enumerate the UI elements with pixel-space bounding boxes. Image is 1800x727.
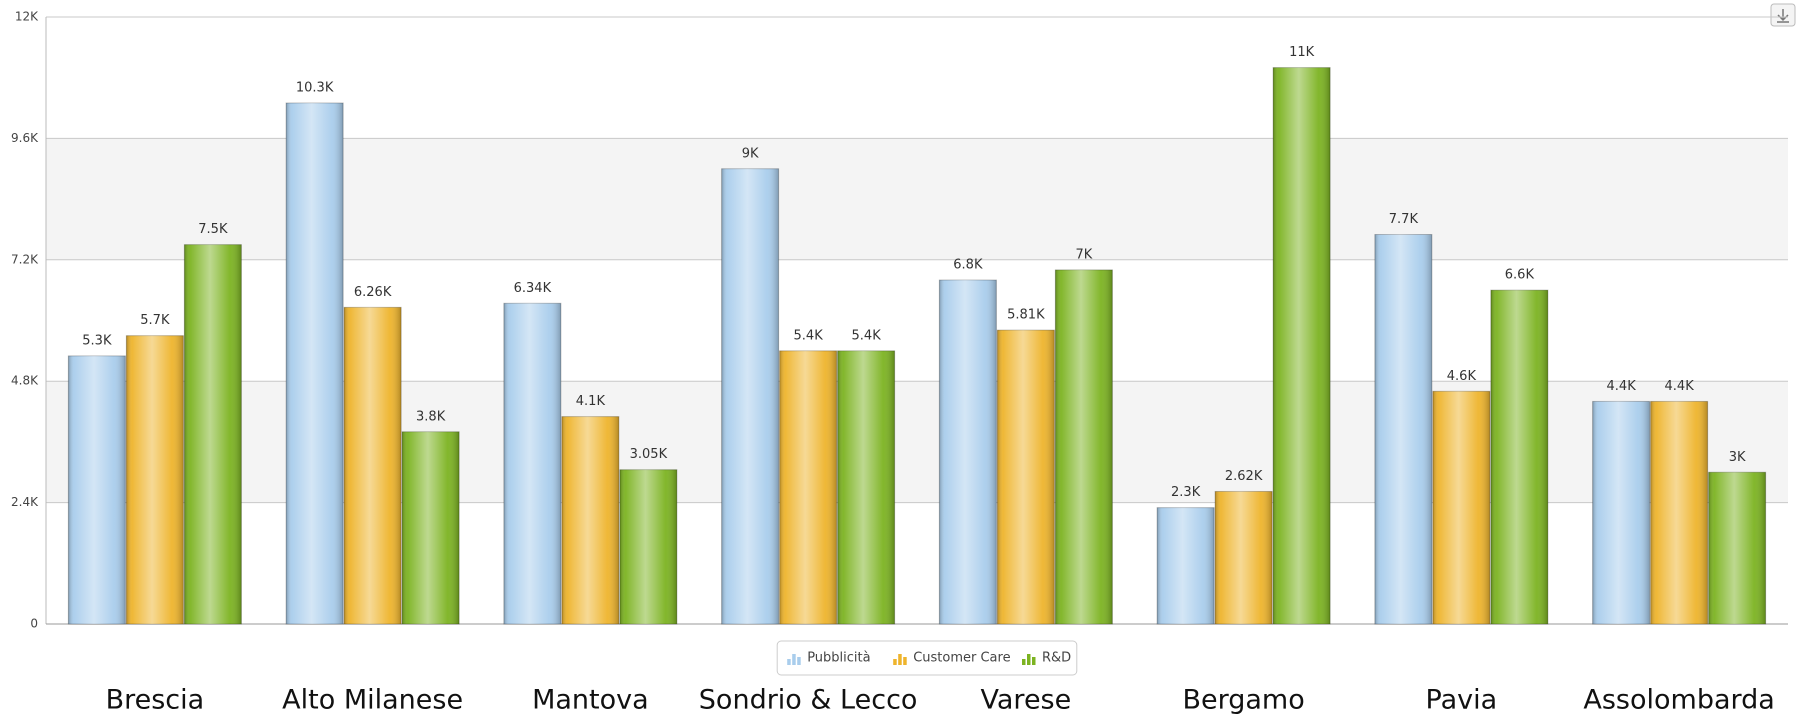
value-label: 3K bbox=[1729, 450, 1746, 465]
value-label: 2.3K bbox=[1171, 485, 1201, 500]
download-button[interactable] bbox=[1770, 3, 1796, 27]
y-tick-label: 12K bbox=[15, 10, 39, 24]
bar-shine bbox=[779, 350, 837, 624]
x-tick-label: Alto Milanese bbox=[282, 685, 463, 716]
value-label: 7K bbox=[1075, 247, 1092, 262]
bar-shine bbox=[721, 168, 779, 624]
value-label: 3.8K bbox=[416, 409, 446, 424]
bar-shine bbox=[997, 330, 1055, 624]
value-label: 5.4K bbox=[794, 328, 824, 343]
value-label: 7.7K bbox=[1389, 212, 1419, 227]
legend: Pubblicità Customer Care R&D bbox=[776, 640, 1078, 676]
y-tick-label: 9.6K bbox=[11, 131, 39, 145]
bar-shine bbox=[561, 416, 619, 624]
y-tick-label: 4.8K bbox=[11, 374, 39, 388]
bar-shine bbox=[1215, 491, 1273, 624]
legend-icon bbox=[1032, 657, 1036, 665]
legend-icon bbox=[1022, 659, 1026, 665]
value-label: 4.4K bbox=[1665, 379, 1695, 394]
value-label: 10.3K bbox=[296, 80, 334, 95]
x-tick-label: Brescia bbox=[106, 685, 205, 716]
legend-icon bbox=[1027, 654, 1031, 665]
bar-shine bbox=[1650, 401, 1708, 624]
bar-shine bbox=[619, 469, 677, 624]
value-label: 4.1K bbox=[576, 394, 606, 409]
x-tick-label: Bergamo bbox=[1182, 685, 1304, 716]
legend-label: Customer Care bbox=[913, 651, 1010, 666]
bar-shine bbox=[1592, 401, 1650, 624]
bar-shine bbox=[1157, 507, 1215, 624]
legend-label: R&D bbox=[1042, 651, 1071, 666]
y-tick-label: 2.4K bbox=[11, 495, 39, 509]
bar-shine bbox=[402, 431, 460, 624]
bar-shine bbox=[939, 280, 997, 624]
legend-icon bbox=[797, 657, 801, 665]
x-tick-label: Sondrio & Lecco bbox=[699, 685, 918, 716]
legend-icon bbox=[893, 659, 897, 665]
y-tick-label: 7.2K bbox=[11, 252, 39, 266]
bar-shine bbox=[68, 355, 126, 624]
bar-shine bbox=[1374, 234, 1432, 624]
bar-shine bbox=[286, 102, 344, 624]
bar-shine bbox=[837, 350, 895, 624]
value-label: 6.34K bbox=[514, 281, 552, 296]
value-label: 9K bbox=[742, 146, 759, 161]
value-label: 5.4K bbox=[852, 328, 882, 343]
value-label: 11K bbox=[1289, 45, 1315, 60]
legend-icon bbox=[787, 659, 791, 665]
x-tick-label: Pavia bbox=[1426, 685, 1498, 716]
value-label: 5.81K bbox=[1007, 308, 1045, 323]
bar-shine bbox=[1490, 290, 1548, 624]
legend-icon bbox=[903, 657, 907, 665]
value-label: 5.7K bbox=[140, 313, 170, 328]
value-label: 4.4K bbox=[1607, 379, 1637, 394]
value-label: 7.5K bbox=[198, 222, 228, 237]
legend-icon bbox=[792, 654, 796, 665]
legend-box bbox=[776, 640, 1078, 676]
x-tick-label: Varese bbox=[981, 685, 1072, 716]
bar-shine bbox=[344, 307, 402, 624]
value-label: 6.26K bbox=[354, 285, 392, 300]
value-label: 6.8K bbox=[953, 258, 983, 273]
bar-shine bbox=[1432, 391, 1490, 624]
value-label: 3.05K bbox=[630, 447, 668, 462]
value-label: 2.62K bbox=[1225, 469, 1263, 484]
value-label: 5.3K bbox=[82, 333, 112, 348]
bar-shine bbox=[126, 335, 184, 624]
legend-label: Pubblicità bbox=[807, 651, 870, 666]
bar-shine bbox=[503, 303, 561, 624]
value-label: 4.6K bbox=[1447, 369, 1477, 384]
x-tick-label: Mantova bbox=[532, 685, 649, 716]
y-tick-label: 0 bbox=[30, 617, 38, 631]
bar-shine bbox=[1273, 67, 1331, 625]
x-tick-label: Assolombarda bbox=[1583, 685, 1774, 716]
bar-shine bbox=[1055, 269, 1113, 624]
value-label: 6.6K bbox=[1505, 268, 1535, 283]
bar-shine bbox=[1708, 472, 1766, 624]
bar-shine bbox=[184, 244, 242, 624]
legend-icon bbox=[898, 654, 902, 665]
